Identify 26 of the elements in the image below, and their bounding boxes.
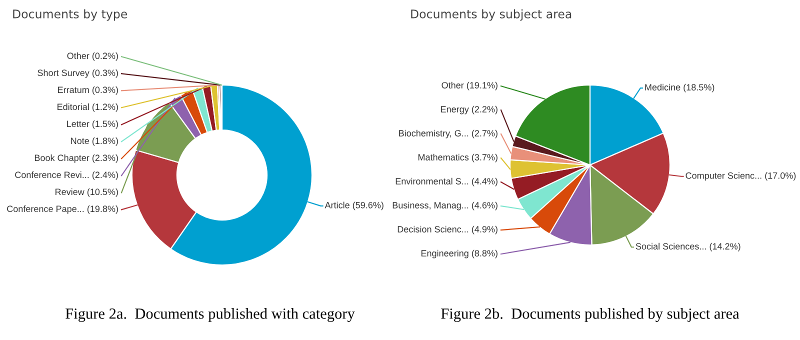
- slice-label: Review (10.5%): [56, 188, 118, 197]
- slice-label: Other (0.2%): [67, 52, 118, 61]
- slice-label: Short Survey (0.3%): [38, 69, 118, 78]
- slice-label: Conference Revi... (2.4%): [15, 171, 118, 180]
- slice-label: Environmental S... (4.4%): [396, 178, 498, 186]
- caption: Figure 2a. Documents published with category: [66, 308, 355, 322]
- chart-title: Documents by subject area: [411, 9, 572, 21]
- slice-label: Energy (2.2%): [441, 106, 498, 114]
- slice-label: Other (19.1%): [442, 82, 498, 90]
- slice-label: Letter (1.5%): [67, 120, 118, 129]
- slice-label: Business, Manag... (4.6%): [392, 202, 498, 210]
- slice-label: Medicine (18.5%): [645, 84, 714, 92]
- chart-title: Documents by type: [13, 9, 128, 21]
- slice-label: Decision Scienc... (4.9%): [398, 226, 498, 234]
- slice-label: Note (1.8%): [71, 137, 118, 146]
- slice-label: Social Sciences... (14.2%): [636, 242, 740, 252]
- slice-label: Biochemistry, G... (2.7%): [399, 130, 498, 138]
- slice-label: Mathematics (3.7%): [418, 154, 498, 162]
- slice-label: Article (59.6%): [324, 202, 384, 210]
- slice-label: Erratum (0.3%): [58, 86, 118, 95]
- slice-label: Engineering (8.8%): [421, 250, 498, 258]
- slice-label: Editorial (1.2%): [58, 103, 118, 112]
- slice-label: Book Chapter (2.3%): [34, 154, 118, 163]
- slice-label: Computer Scienc... (17.0%): [686, 172, 796, 181]
- caption: Figure 2b. Documents published by subject area: [441, 308, 740, 322]
- slice-label: Conference Pape... (19.8%): [7, 205, 118, 214]
